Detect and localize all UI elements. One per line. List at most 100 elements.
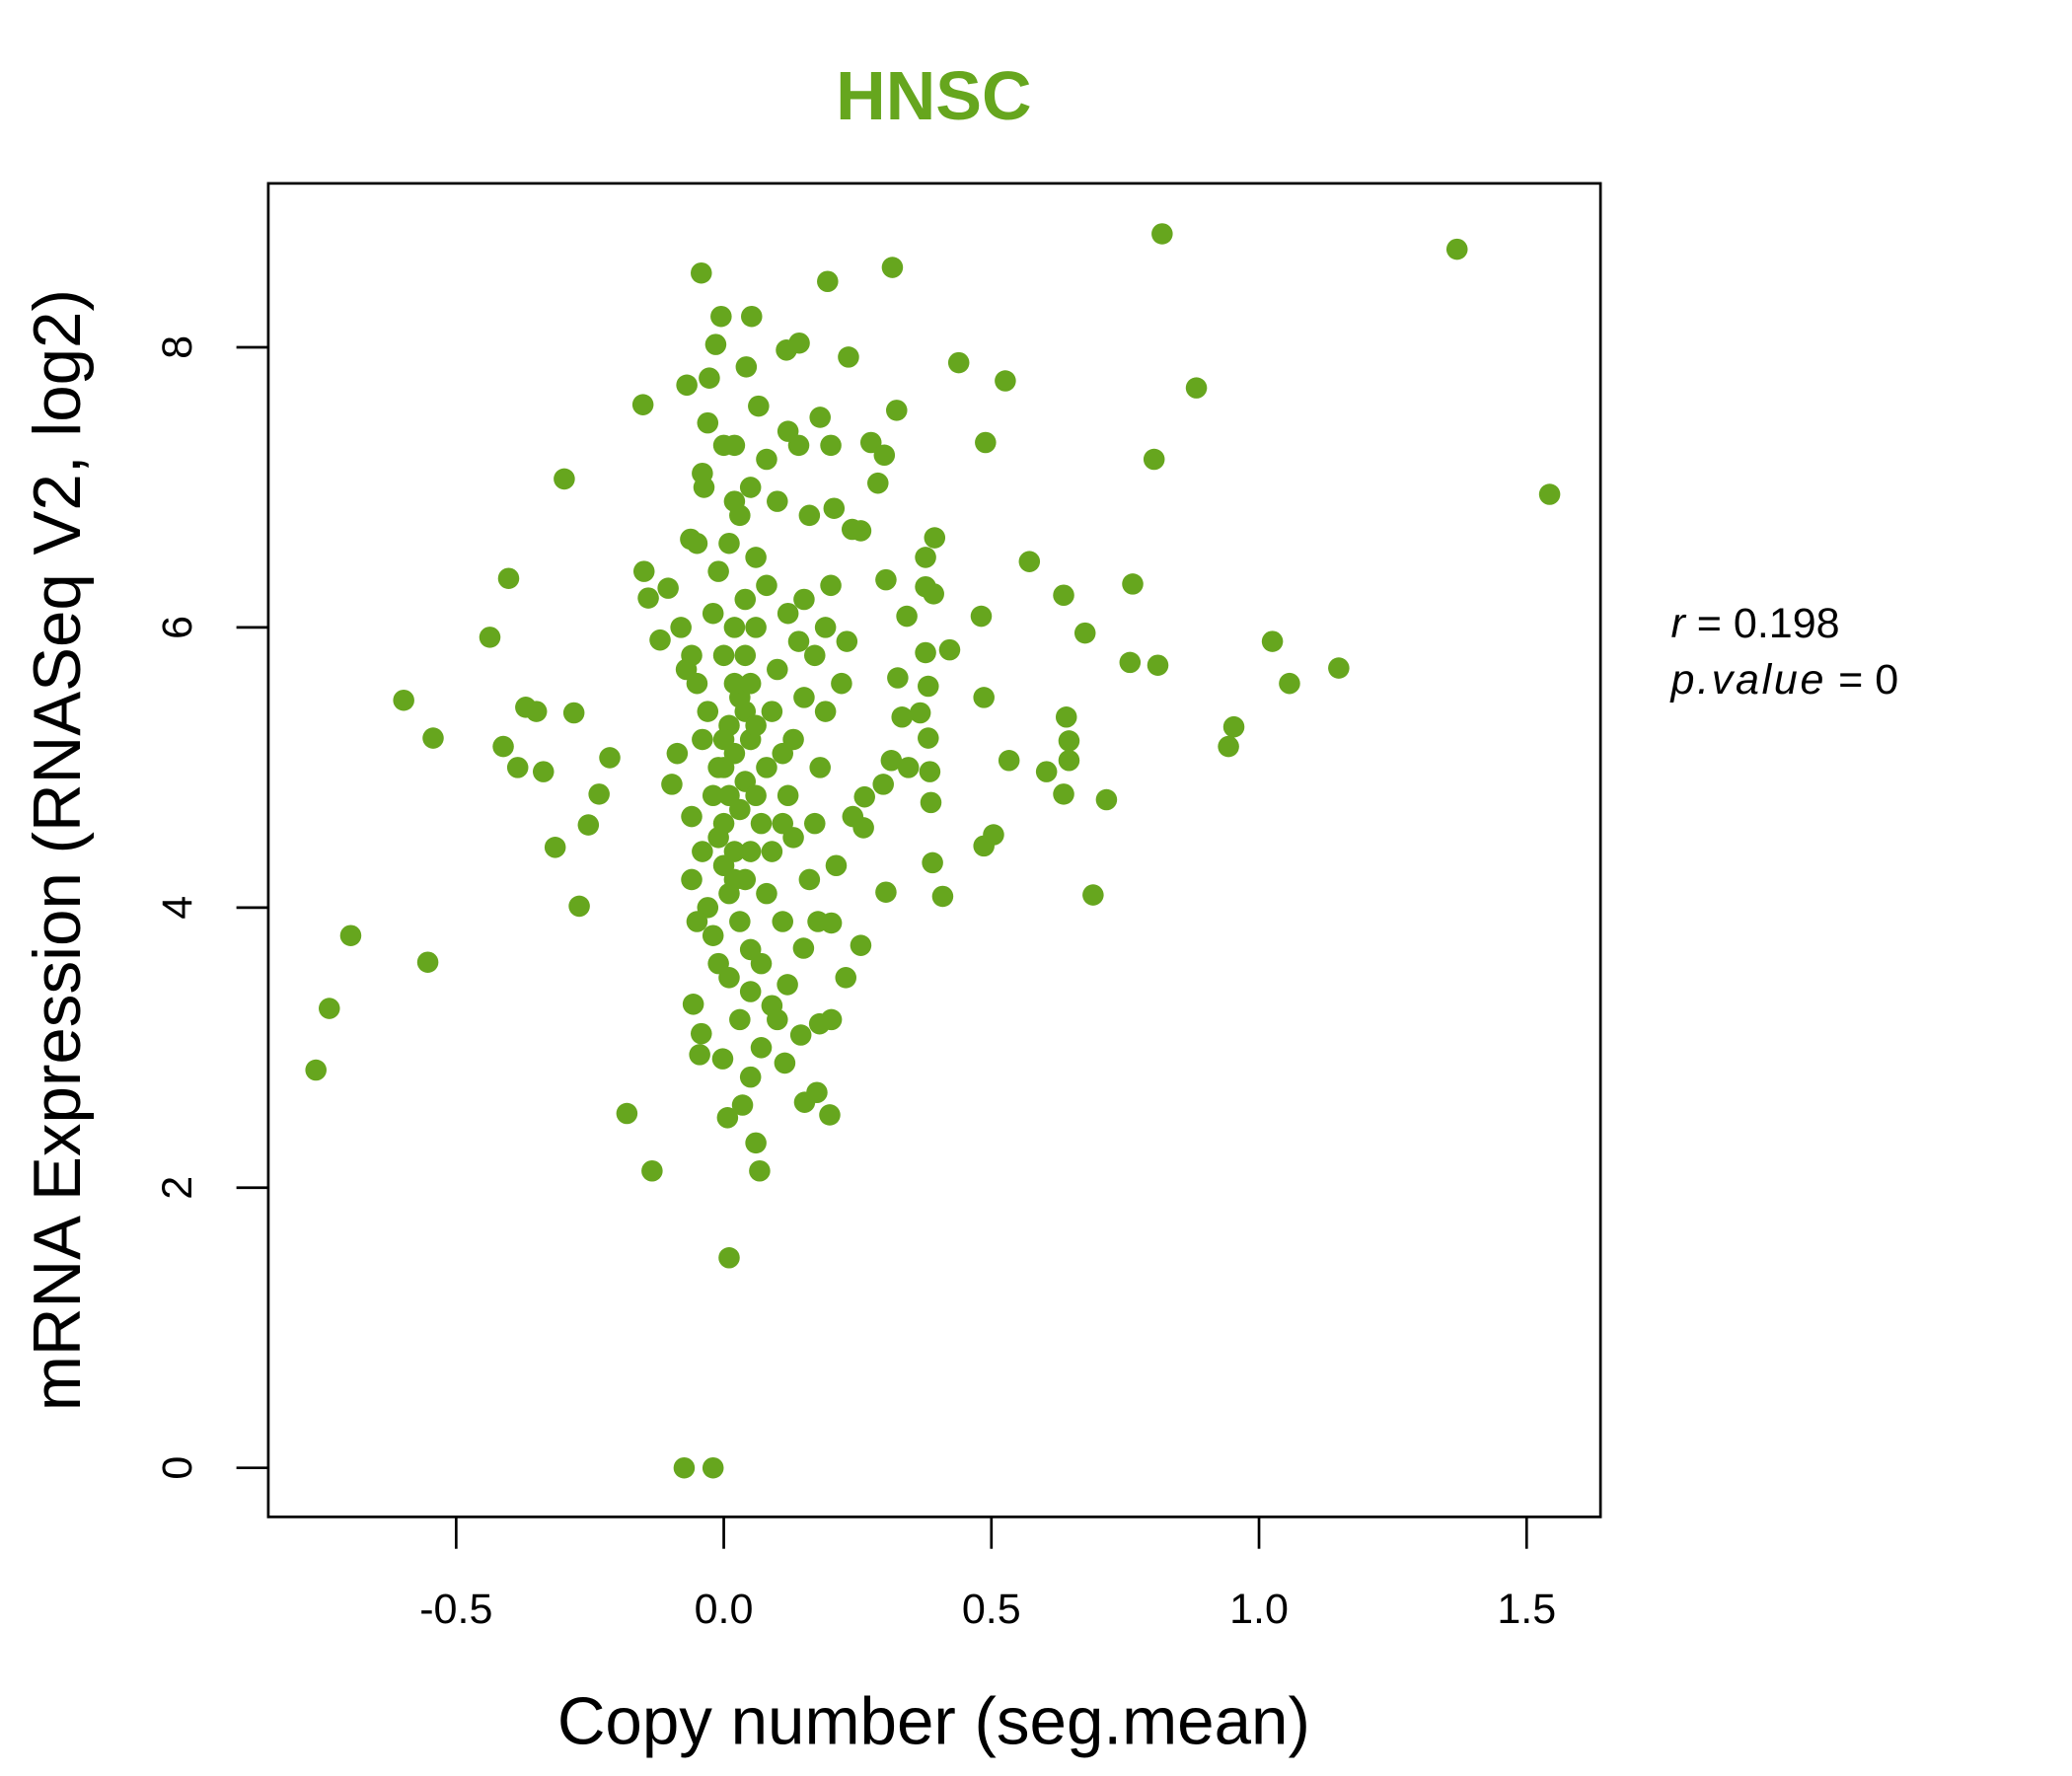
data-point xyxy=(859,431,882,454)
data-point xyxy=(808,1012,831,1035)
data-point xyxy=(897,757,920,778)
data-point xyxy=(723,617,746,638)
data-point xyxy=(692,728,713,751)
data-point xyxy=(1018,551,1041,572)
data-point xyxy=(1328,657,1350,679)
data-point xyxy=(729,798,751,821)
data-point xyxy=(820,434,842,457)
data-point xyxy=(686,532,708,555)
data-point xyxy=(692,841,713,862)
data-point xyxy=(881,257,904,278)
data-point xyxy=(793,687,815,708)
x-tick-label: 1.5 xyxy=(1497,1586,1556,1633)
data-point xyxy=(782,728,804,751)
y-axis: 0 2 4 6 8 xyxy=(154,335,268,1480)
p-label: p.value xyxy=(1668,656,1826,703)
data-point xyxy=(1058,750,1080,772)
data-point xyxy=(697,701,719,722)
data-point xyxy=(975,431,997,454)
data-point xyxy=(873,444,896,467)
data-point xyxy=(918,675,939,698)
data-point xyxy=(723,672,746,695)
data-point xyxy=(850,934,872,956)
p-value: 0 xyxy=(1875,656,1898,703)
r-label: r xyxy=(1670,600,1686,647)
data-point xyxy=(554,468,575,490)
data-point xyxy=(915,641,936,664)
data-point xyxy=(1073,622,1096,644)
data-point xyxy=(702,1456,724,1479)
data-point xyxy=(918,727,939,749)
data-point xyxy=(735,356,758,378)
data-point xyxy=(777,602,799,625)
data-point xyxy=(777,974,798,996)
data-point xyxy=(740,305,763,328)
data-point xyxy=(681,868,703,891)
y-tick-label: 6 xyxy=(154,616,201,639)
data-point xyxy=(718,1246,740,1269)
data-point xyxy=(712,728,735,751)
data-point xyxy=(707,757,729,778)
plot-frame xyxy=(266,182,1602,1518)
data-point xyxy=(734,644,757,667)
data-point xyxy=(748,395,770,417)
data-point xyxy=(995,370,1016,392)
data-point xyxy=(716,1107,739,1129)
data-point xyxy=(1119,651,1142,674)
y-tick-label: 4 xyxy=(154,896,201,920)
data-point xyxy=(872,774,894,795)
data-point xyxy=(798,504,821,527)
data-point xyxy=(750,952,773,975)
data-point xyxy=(970,605,993,628)
data-point xyxy=(497,567,520,589)
data-point xyxy=(922,851,943,874)
y-axis-label: mRNA Expression (RNASeq V2, log2) xyxy=(21,289,95,1411)
data-point xyxy=(1445,238,1468,260)
data-point xyxy=(707,827,729,849)
y-tick-label: 2 xyxy=(154,1176,201,1200)
data-point xyxy=(919,761,941,782)
data-point xyxy=(1279,672,1300,695)
data-point xyxy=(673,1456,696,1479)
data-point xyxy=(853,785,875,808)
data-point xyxy=(1053,584,1074,607)
data-point xyxy=(1222,715,1245,738)
data-point xyxy=(819,1104,841,1126)
data-point xyxy=(739,981,762,1002)
data-point xyxy=(1147,654,1169,677)
data-point xyxy=(789,1024,812,1046)
data-point xyxy=(704,333,727,355)
data-point xyxy=(707,560,729,582)
data-point xyxy=(702,602,724,625)
data-point xyxy=(931,885,954,908)
data-point xyxy=(745,784,767,807)
data-point xyxy=(787,434,810,457)
data-point xyxy=(544,837,566,858)
data-point xyxy=(809,407,831,428)
data-point xyxy=(767,1008,788,1031)
data-point xyxy=(806,1081,828,1104)
data-point xyxy=(983,824,1004,846)
data-point xyxy=(305,1059,327,1081)
data-point xyxy=(707,952,729,975)
data-point xyxy=(675,658,698,681)
data-point xyxy=(1082,884,1104,906)
data-point xyxy=(1053,783,1074,805)
data-point xyxy=(739,1066,762,1088)
data-point xyxy=(924,527,946,549)
data-point xyxy=(749,1159,771,1182)
data-point xyxy=(568,895,590,918)
data-point xyxy=(767,658,788,681)
data-point xyxy=(422,727,444,749)
data-point xyxy=(723,868,746,891)
data-point xyxy=(745,617,767,638)
data-point xyxy=(697,411,719,434)
data-point xyxy=(867,472,889,494)
data-point xyxy=(838,346,859,368)
data-point xyxy=(896,605,918,628)
data-point xyxy=(756,574,777,597)
data-point xyxy=(479,627,501,648)
data-point xyxy=(616,1102,638,1125)
data-point xyxy=(641,1159,663,1182)
